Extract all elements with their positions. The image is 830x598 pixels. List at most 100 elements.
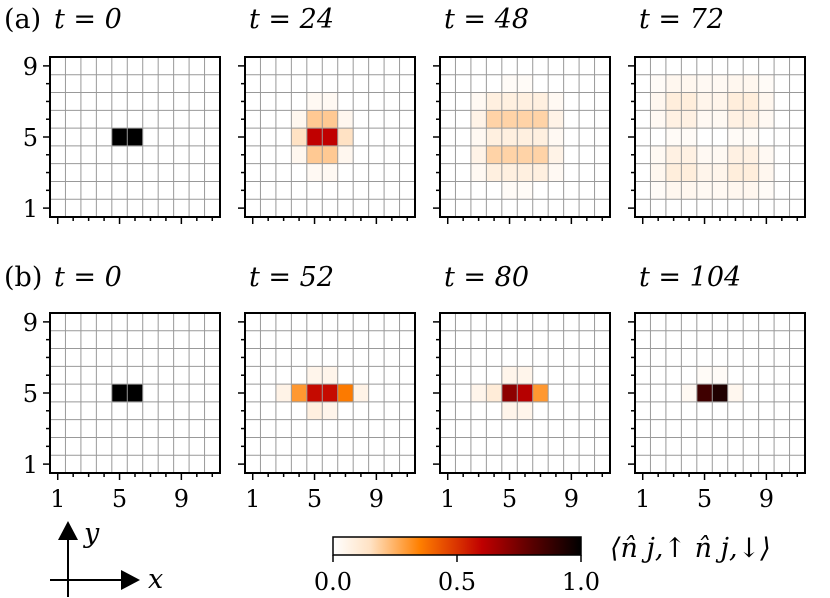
heat-cell (681, 384, 698, 403)
heat-cell (696, 145, 713, 164)
heat-cell (696, 384, 713, 403)
heat-cell (306, 110, 323, 129)
heat-cell (291, 145, 308, 164)
heat-cell (532, 128, 549, 147)
heat-cell (470, 384, 487, 403)
time-label: t = 80 (444, 262, 529, 293)
heat-cell (532, 110, 549, 129)
heat-cell (727, 128, 744, 147)
heat-cell (275, 384, 292, 403)
heat-cell (517, 145, 534, 164)
y-tick-label: 9 (23, 53, 38, 81)
y-tick-label: 9 (23, 309, 38, 337)
heat-cell (743, 181, 759, 200)
y-tick-label: 5 (23, 380, 38, 408)
heat-cell (532, 145, 549, 164)
heat-cell (681, 74, 698, 93)
heat-cell (712, 110, 729, 129)
heat-cell (727, 163, 744, 182)
heat-cell (696, 110, 713, 129)
heat-cell (517, 74, 534, 93)
heat-cell (743, 145, 759, 164)
y-tick-label: 1 (23, 195, 38, 223)
heat-cell (696, 163, 713, 182)
heat-cell (681, 128, 698, 147)
heat-cell (743, 128, 759, 147)
heat-cell (501, 384, 518, 403)
heat-cell (517, 366, 534, 385)
y-tick-label: 1 (23, 451, 38, 479)
x-tick-label: 9 (564, 485, 579, 513)
heat-cell (501, 128, 518, 147)
heat-cell (486, 145, 503, 164)
heat-cell (696, 181, 713, 200)
heat-cell (322, 366, 339, 385)
heat-cell (743, 74, 759, 93)
heat-cell (681, 110, 698, 129)
heat-cell (712, 92, 729, 111)
heat-cell (127, 384, 144, 403)
heat-cell (548, 92, 564, 111)
heat-cell (486, 163, 503, 182)
time-label: t = 0 (54, 262, 122, 293)
heat-cell (470, 163, 487, 182)
heat-cell (291, 384, 308, 403)
time-label: t = 104 (639, 262, 741, 293)
heat-cell (743, 110, 759, 129)
heat-cell (501, 401, 518, 420)
heat-cell (322, 401, 339, 420)
time-label: t = 72 (639, 4, 724, 35)
heat-cell (517, 163, 534, 182)
heat-cell (517, 384, 534, 403)
heat-cell (727, 74, 744, 93)
heat-cell (322, 145, 339, 164)
heat-cell (650, 110, 667, 129)
heat-cell (306, 401, 323, 420)
panel-0-2 (433, 56, 611, 224)
heat-cell (322, 384, 339, 403)
heat-cell (548, 145, 564, 164)
time-label: t = 0 (54, 4, 122, 35)
x-tick-label: 5 (112, 485, 127, 513)
heat-cell (650, 145, 667, 164)
heat-cell (712, 163, 729, 182)
x-tick-label: 1 (50, 485, 65, 513)
heat-cell (758, 163, 775, 182)
colorbar-label: ⟨n̂ j,↑ n̂ j,↓⟩ (610, 533, 771, 564)
axes-arrows: y x (50, 518, 163, 597)
heat-cell (712, 181, 729, 200)
heat-cell (727, 181, 744, 200)
heat-cell (501, 110, 518, 129)
heat-cell (758, 110, 775, 129)
heat-cell (696, 92, 713, 111)
heat-cell (322, 110, 339, 129)
x-tick-label: 1 (245, 485, 260, 513)
heat-cell (548, 128, 564, 147)
heat-cell (758, 145, 775, 164)
heat-cell (306, 92, 323, 111)
heat-cell (337, 145, 354, 164)
heat-cell (127, 128, 144, 147)
heat-cell (470, 128, 487, 147)
heat-cell (665, 92, 682, 111)
heat-cell (758, 92, 775, 111)
heat-cell (696, 366, 713, 385)
heat-cell (486, 110, 503, 129)
x-tick-label: 5 (502, 485, 517, 513)
heat-cell (501, 366, 518, 385)
heat-cell (322, 92, 339, 111)
heat-cell (727, 92, 744, 111)
heat-cell (532, 384, 549, 403)
x-tick-label: 1 (635, 485, 650, 513)
heat-cell (681, 181, 698, 200)
heat-cell (291, 128, 308, 147)
colorbar-tick-min: 0.0 (314, 568, 352, 596)
heat-cell (712, 366, 729, 385)
heat-cell (743, 92, 759, 111)
heat-cell (758, 181, 775, 200)
heat-cell (470, 92, 487, 111)
colorbar-tick-max: 1.0 (562, 568, 600, 596)
heat-cell (322, 128, 339, 147)
time-label: t = 24 (249, 4, 334, 35)
